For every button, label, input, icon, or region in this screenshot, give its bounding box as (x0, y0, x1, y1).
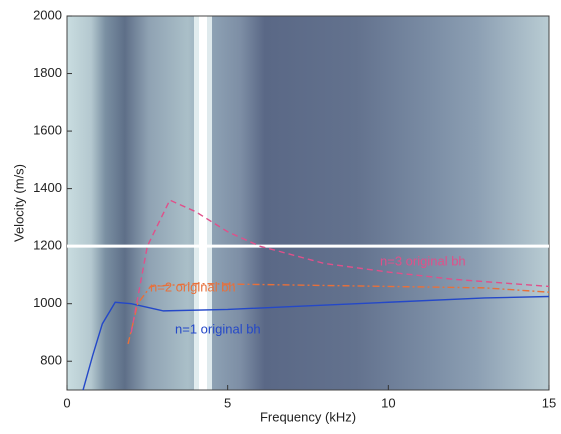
plot-background (66, 15, 550, 391)
x-tick-label: 5 (224, 395, 231, 410)
series-line (127, 282, 550, 345)
series-line (82, 295, 550, 391)
x-tick-label: 15 (542, 395, 556, 410)
series-label: n=2 original bh (150, 279, 236, 294)
y-tick-label: 1800 (33, 65, 62, 80)
y-tick-label: 800 (40, 353, 62, 368)
y-axis-label: Velocity (m/s) (11, 164, 26, 242)
x-axis-label: Frequency (kHz) (260, 409, 356, 424)
x-tick-label: 0 (63, 395, 70, 410)
y-tick-label: 1000 (33, 295, 62, 310)
series-label: n=3 original bh (380, 253, 466, 268)
y-tick-label: 1400 (33, 180, 62, 195)
y-tick-label: 2000 (33, 7, 62, 22)
x-tick-label: 10 (381, 395, 395, 410)
series-label: n=1 original bh (175, 321, 261, 336)
y-tick-label: 1200 (33, 238, 62, 253)
series-line (130, 199, 550, 333)
y-tick-label: 1600 (33, 123, 62, 138)
